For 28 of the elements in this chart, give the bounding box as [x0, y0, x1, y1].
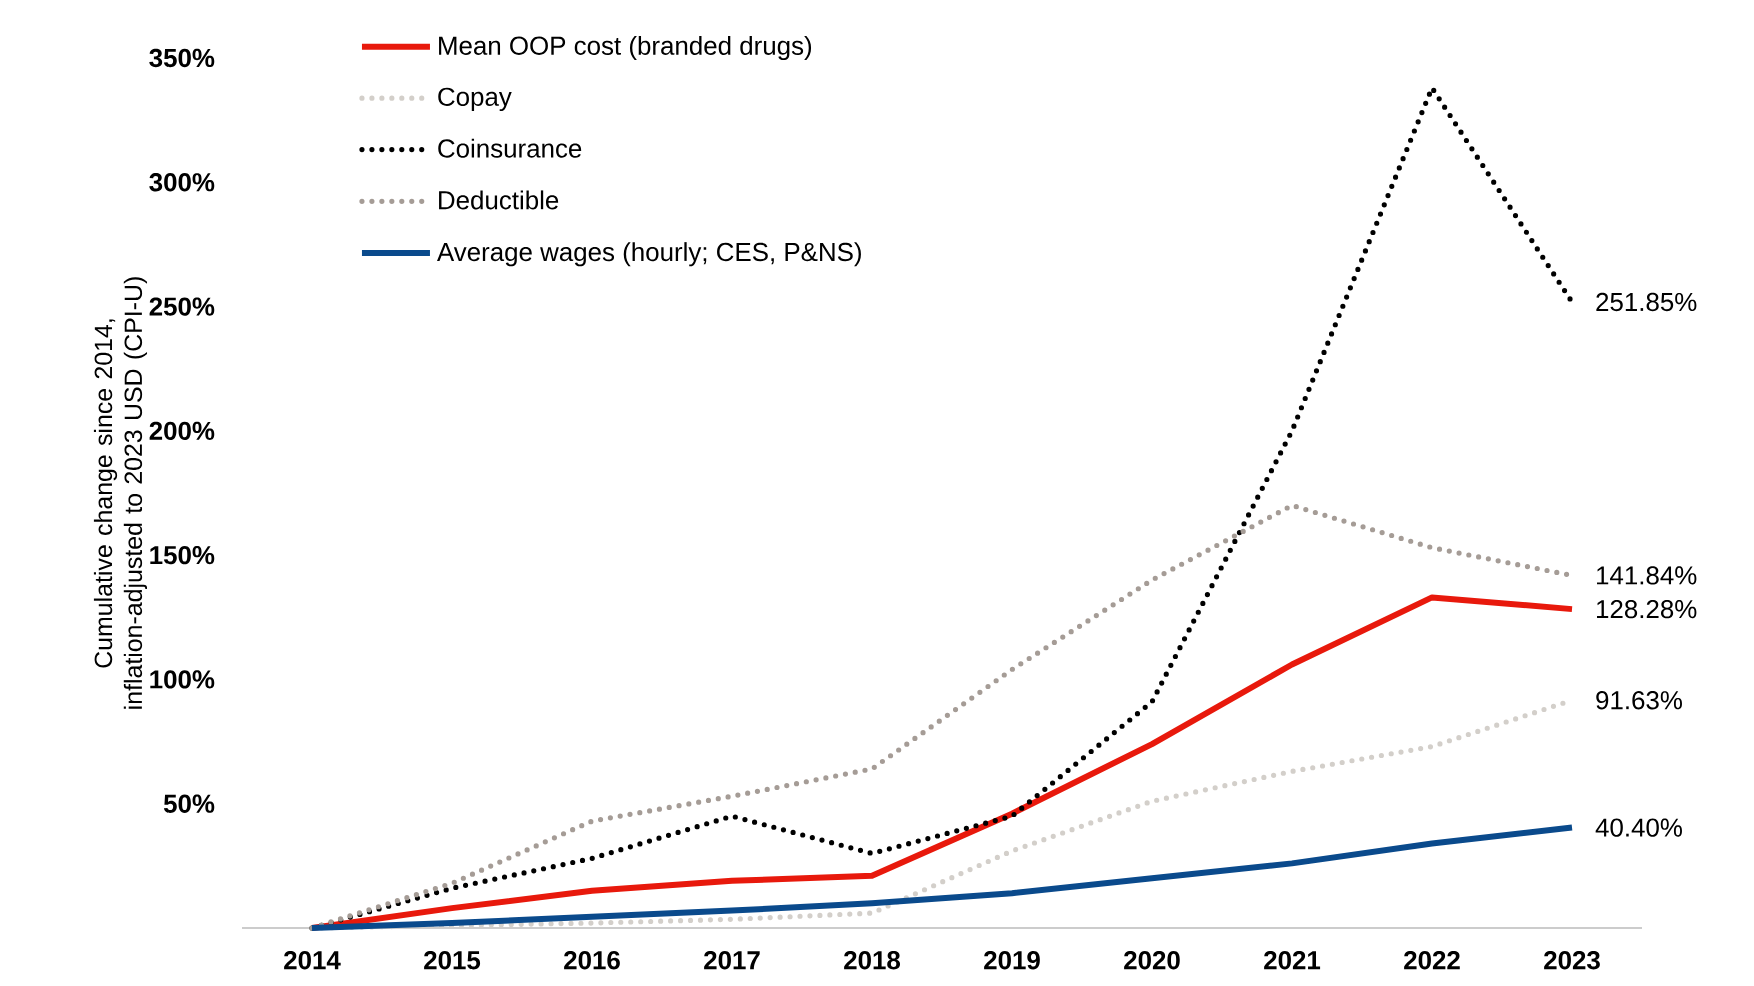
data-label: 91.63% [1596, 691, 1682, 710]
data-label: 40.40% [1595, 818, 1682, 837]
data-label: 251.85% [1596, 292, 1697, 312]
y-tick-label: 200% [149, 421, 215, 441]
legend-label: Copay [438, 87, 512, 112]
x-tick-label: 2020 [1124, 951, 1180, 970]
y-axis-title: Cumulative change since 2014, inflation-adjusted to 2023 USD (CPI-U) [93, 277, 148, 709]
y-tick-label: 150% [150, 545, 215, 565]
x-tick-label: 2017 [704, 951, 760, 970]
legend-label: Mean OOP cost (branded drugs) [439, 35, 812, 61]
data-label: 128.28% [1597, 599, 1697, 619]
y-tick-label: 300% [149, 173, 215, 192]
legend-label: Coinsurance [438, 138, 582, 158]
y-tick-label: 100% [150, 670, 215, 689]
y-tick-label: 50% [163, 794, 215, 813]
legend-label: Deductible [439, 190, 559, 210]
legend-label: Average wages (hourly; CES, P&NS) [437, 242, 861, 267]
x-tick-label: 2023 [1544, 951, 1600, 970]
x-tick-label: 2019 [984, 951, 1040, 970]
x-tick-label: 2014 [284, 951, 341, 970]
y-tick-label: 350% [149, 48, 215, 68]
x-tick-label: 2015 [424, 951, 481, 970]
data-label: 141.84% [1597, 566, 1697, 585]
x-tick-label: 2016 [564, 951, 620, 970]
x-tick-label: 2022 [1404, 951, 1460, 970]
x-tick-label: 2021 [1264, 951, 1321, 970]
y-tick-label: 250% [149, 297, 215, 316]
x-tick-label: 2018 [844, 951, 901, 970]
